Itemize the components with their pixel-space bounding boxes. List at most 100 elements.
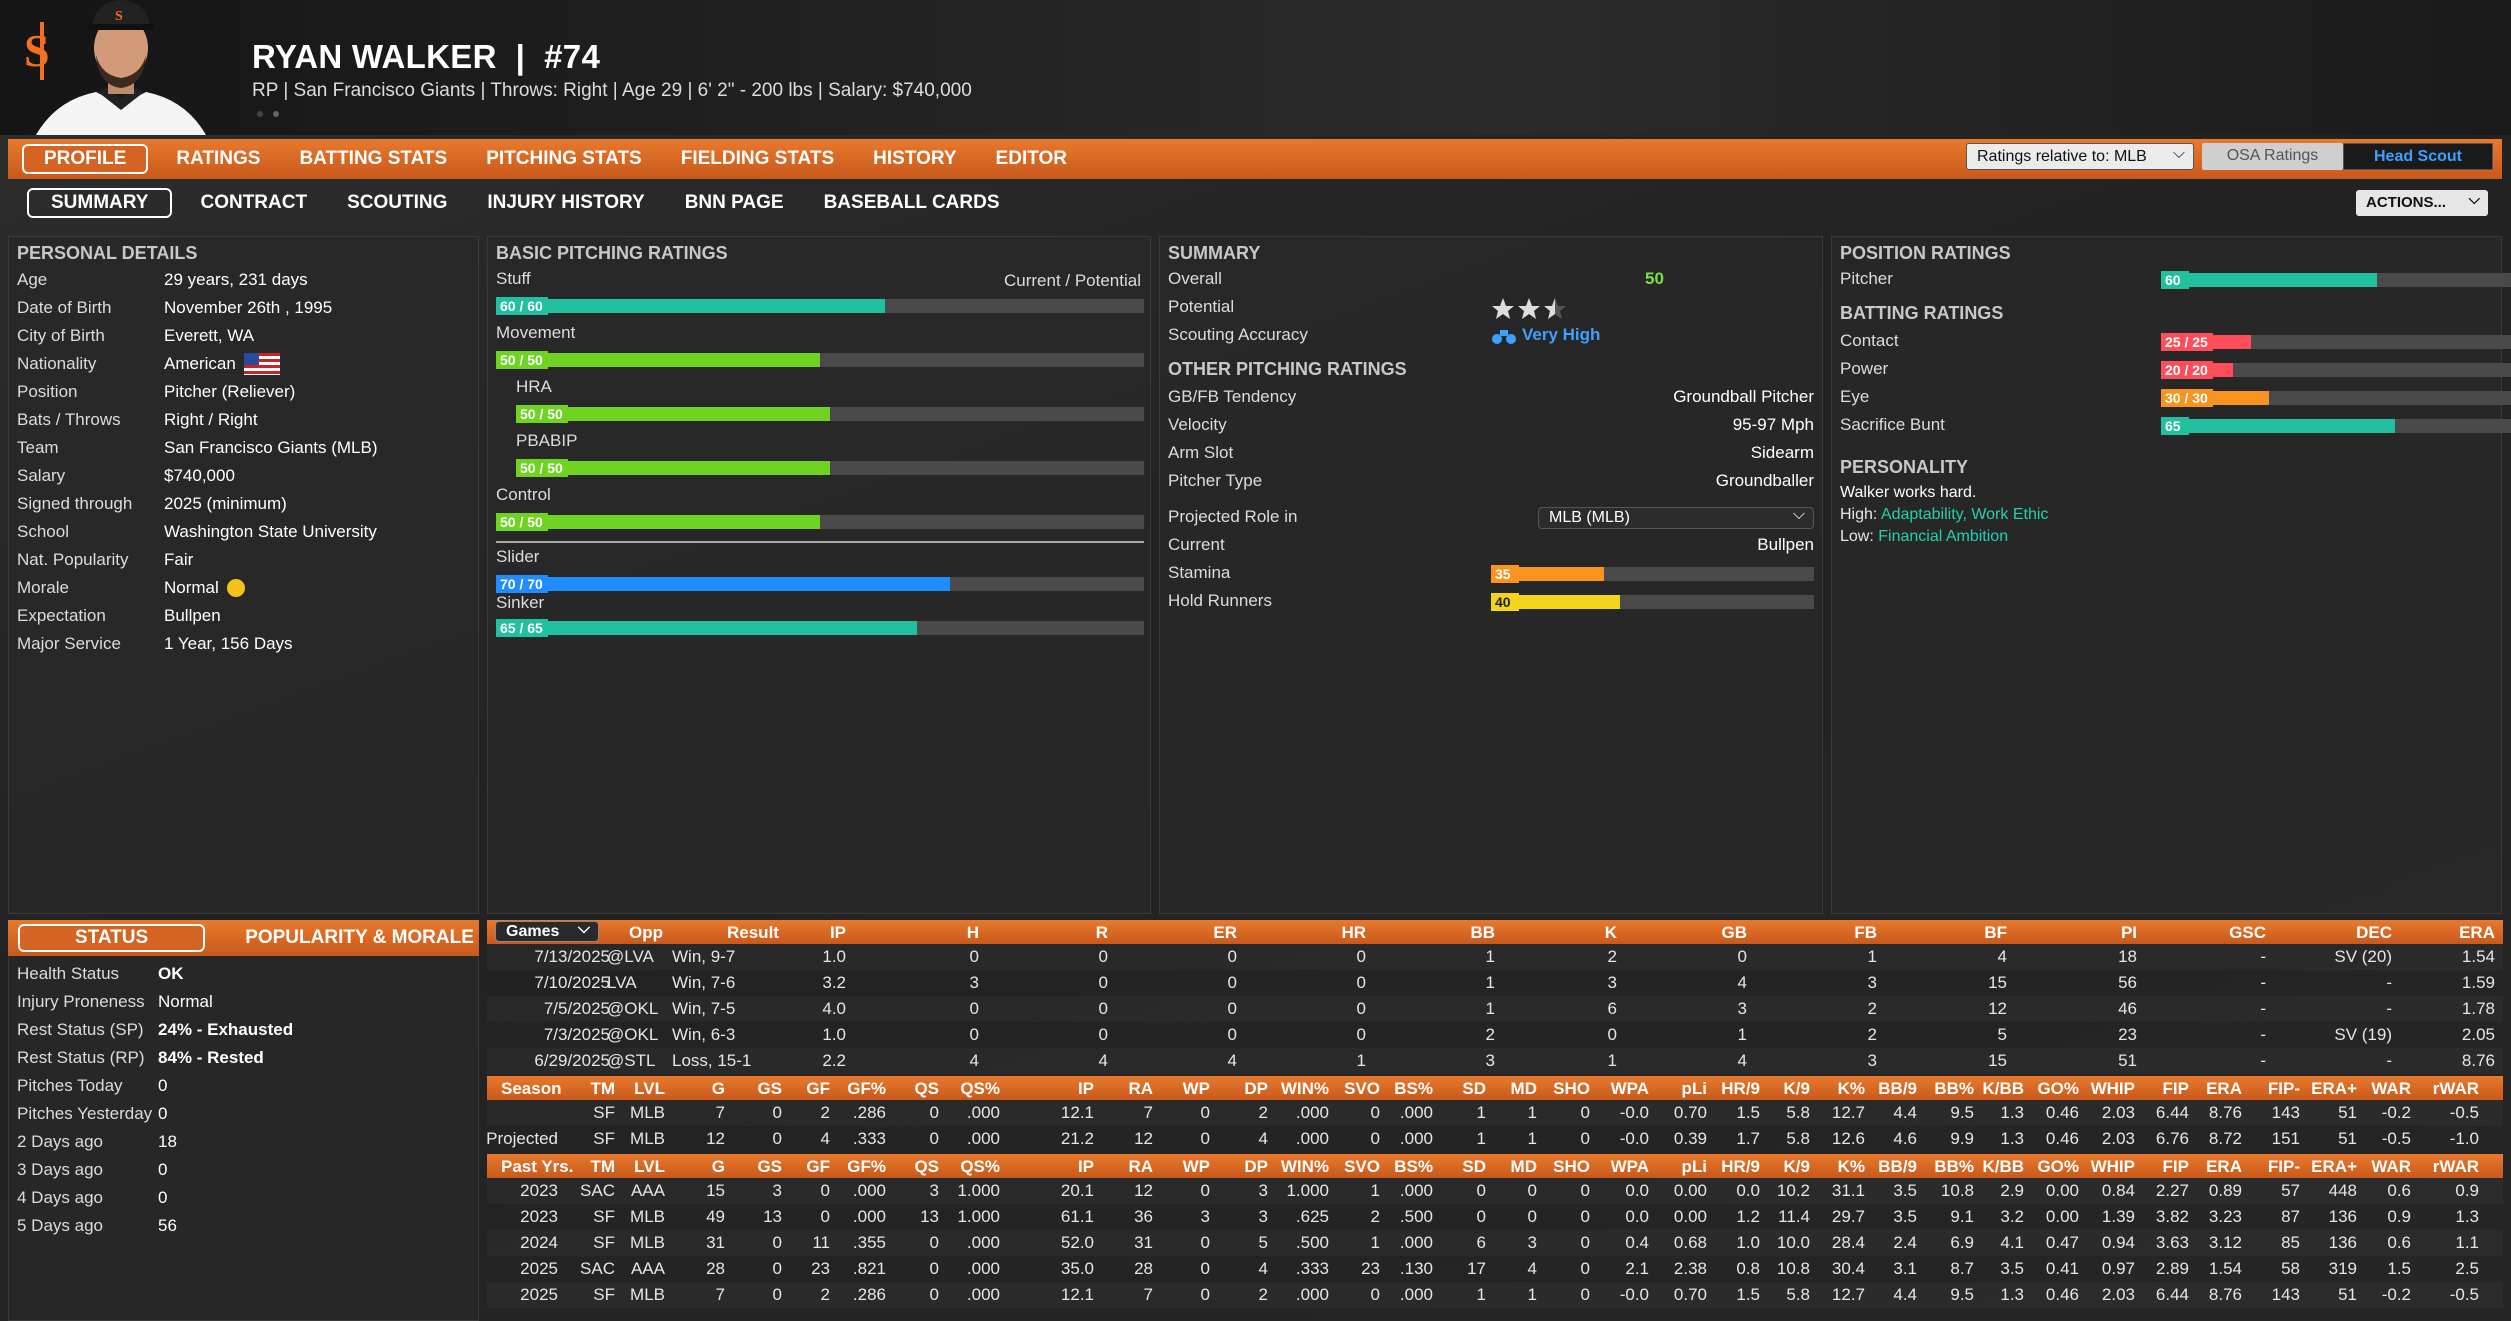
tab-status[interactable]: STATUS xyxy=(18,924,206,952)
past-col-header[interactable]: LVL xyxy=(634,1157,665,1176)
season-col-header[interactable]: WPA xyxy=(1610,1079,1649,1098)
season-col-header[interactable]: pLi xyxy=(1681,1079,1708,1098)
past-col-header[interactable]: WIN% xyxy=(1280,1157,1329,1176)
past-row[interactable]: 2023 SF MLB 49 13 0.000 13 1.000 61.1 36 3 3.625 2.5… xyxy=(487,1204,2503,1230)
games-col-header[interactable]: DEC xyxy=(2356,923,2392,942)
season-col-header[interactable]: GF xyxy=(806,1079,830,1098)
subtab-baseball-cards[interactable]: BASEBALL CARDS xyxy=(823,192,1000,213)
past-col-header[interactable]: K% xyxy=(1837,1157,1865,1176)
game-row[interactable]: 7/5/2025 @OKL Win, 7-5 4.0 0 0 0 0 1 6 3 2 12 46 - - 1.7… xyxy=(487,996,2503,1022)
games-col-header[interactable]: ERA xyxy=(2459,923,2495,942)
past-col-header[interactable]: RA xyxy=(1128,1157,1153,1176)
past-col-header[interactable]: GF% xyxy=(847,1157,886,1176)
season-col-header[interactable]: FIP xyxy=(2162,1079,2189,1098)
tab-editor[interactable]: EDITOR xyxy=(995,148,1067,169)
past-col-header[interactable]: GO% xyxy=(2037,1157,2079,1176)
head-scout-button[interactable]: Head Scout xyxy=(2343,143,2493,170)
season-col-header[interactable]: GS xyxy=(757,1079,782,1098)
season-col-header[interactable]: WP xyxy=(1182,1079,1210,1098)
games-col-header[interactable]: GSC xyxy=(2229,923,2266,942)
season-col-header[interactable]: RA xyxy=(1128,1079,1153,1098)
games-dropdown[interactable]: Games xyxy=(495,920,599,942)
tab-fielding-stats[interactable]: FIELDING STATS xyxy=(680,148,835,169)
games-col-header[interactable]: ER xyxy=(1213,923,1237,942)
osa-ratings-button[interactable]: OSA Ratings xyxy=(2202,143,2343,170)
past-col-header[interactable]: ERA+ xyxy=(2311,1157,2357,1176)
games-col-header[interactable]: BB xyxy=(1470,923,1495,942)
past-col-header[interactable]: pLi xyxy=(1681,1157,1708,1176)
season-col-header[interactable]: K% xyxy=(1837,1079,1865,1098)
past-col-header[interactable]: SD xyxy=(1462,1157,1486,1176)
past-col-header[interactable]: K/9 xyxy=(1783,1157,1810,1176)
game-row[interactable]: 7/13/2025 @LVA Win, 9-7 1.0 0 0 0 0 1 2 0 1 4 18 - SV (… xyxy=(487,944,2503,970)
season-col-header[interactable]: BS% xyxy=(1394,1079,1433,1098)
season-col-header[interactable]: WAR xyxy=(2371,1079,2411,1098)
season-col-header[interactable]: TM xyxy=(590,1079,615,1098)
past-col-header[interactable]: QS xyxy=(914,1157,939,1176)
game-row[interactable]: 7/10/2025 LVA Win, 7-6 3.2 3 0 0 0 1 3 4 3 15 56 - - 1.5… xyxy=(487,970,2503,996)
season-row[interactable]: Projected SF MLB 12 0 4 .333 0 .000 21.2 12 0 4 .000 0… xyxy=(486,1126,2503,1152)
tab-pitching-stats[interactable]: PITCHING STATS xyxy=(486,148,642,169)
subtab-scouting[interactable]: SCOUTING xyxy=(347,192,448,213)
past-col-header[interactable]: FIP xyxy=(2162,1157,2189,1176)
ratings-relative-select[interactable]: Ratings relative to: MLB xyxy=(1966,143,2194,170)
season-col-header[interactable]: SD xyxy=(1462,1079,1486,1098)
season-col-header[interactable]: IP xyxy=(1077,1079,1094,1098)
tab-popularity-morale[interactable]: POPULARITY & MORALE xyxy=(245,927,474,948)
past-col-header[interactable]: BB% xyxy=(1934,1157,1974,1176)
past-col-header[interactable]: G xyxy=(711,1157,725,1176)
season-col-header[interactable]: G xyxy=(711,1079,725,1098)
past-col-header[interactable]: BS% xyxy=(1394,1157,1433,1176)
season-col-header[interactable]: GF% xyxy=(847,1079,886,1098)
games-col-header[interactable]: K xyxy=(1604,923,1617,942)
past-col-header[interactable]: TM xyxy=(590,1157,615,1176)
games-col-header[interactable]: H xyxy=(966,923,979,942)
subtab-bnn-page[interactable]: BNN PAGE xyxy=(684,192,784,213)
games-col-header[interactable]: Result xyxy=(727,923,779,942)
past-col-header[interactable]: K/BB xyxy=(1982,1157,2024,1176)
past-row[interactable]: 2025 SF MLB 7 0 2 .286 0 .000 12.1 7 0 2 .000 0 .000 1 1 0… xyxy=(487,1282,2503,1308)
past-col-header[interactable]: BB/9 xyxy=(1878,1157,1917,1176)
games-col-header[interactable]: IP xyxy=(829,923,846,942)
past-col-header[interactable]: DP xyxy=(1244,1157,1268,1176)
game-row[interactable]: 6/29/2025 @STL Loss, 15-1 2.2 4 4 4 1 3 1 4 3 15 51 - -… xyxy=(487,1048,2503,1074)
tab-batting-stats[interactable]: BATTING STATS xyxy=(299,148,448,169)
past-col-header[interactable]: WAR xyxy=(2371,1157,2411,1176)
games-col-header[interactable]: HR xyxy=(1341,923,1366,942)
past-col-header[interactable]: FIP- xyxy=(2267,1157,2300,1176)
past-col-header[interactable]: rWAR xyxy=(2432,1157,2479,1176)
season-col-header[interactable]: QS% xyxy=(960,1079,1000,1098)
season-col-header[interactable]: K/9 xyxy=(1783,1079,1810,1098)
past-row[interactable]: 2025 SAC AAA 28 0 23 .821 0 .000 35.0 28 0 4 .333 23 .1… xyxy=(487,1256,2503,1282)
season-col-header[interactable]: SVO xyxy=(1344,1079,1380,1098)
past-col-header[interactable]: HR/9 xyxy=(1721,1157,1760,1176)
past-col-header[interactable]: SHO xyxy=(1553,1157,1590,1176)
subtab-summary[interactable]: SUMMARY xyxy=(27,188,173,218)
past-col-header[interactable]: WHIP xyxy=(2090,1157,2135,1176)
past-col-header[interactable]: Past Yrs. xyxy=(501,1157,574,1176)
tab-history[interactable]: HISTORY xyxy=(873,148,957,169)
season-col-header[interactable]: LVL xyxy=(634,1079,665,1098)
season-col-header[interactable]: K/BB xyxy=(1982,1079,2024,1098)
season-col-header[interactable]: ERA xyxy=(2206,1079,2242,1098)
season-col-header[interactable]: rWAR xyxy=(2432,1079,2479,1098)
season-col-header[interactable]: Season xyxy=(501,1079,562,1098)
tab-profile[interactable]: PROFILE xyxy=(22,144,149,174)
season-col-header[interactable]: ERA+ xyxy=(2311,1079,2357,1098)
season-col-header[interactable]: WIN% xyxy=(1280,1079,1329,1098)
game-row[interactable]: 7/3/2025 @OKL Win, 6-3 1.0 0 0 0 0 2 0 1 2 5 23 - SV (1… xyxy=(487,1022,2503,1048)
season-col-header[interactable]: QS xyxy=(914,1079,939,1098)
projected-role-select[interactable]: MLB (MLB) ⌵ xyxy=(1538,506,1814,529)
season-col-header[interactable]: WHIP xyxy=(2090,1079,2135,1098)
season-col-header[interactable]: MD xyxy=(1510,1079,1537,1098)
page-indicator[interactable] xyxy=(256,110,286,118)
past-col-header[interactable]: QS% xyxy=(960,1157,1000,1176)
season-col-header[interactable]: HR/9 xyxy=(1721,1079,1760,1098)
season-col-header[interactable]: DP xyxy=(1244,1079,1268,1098)
games-col-header[interactable]: R xyxy=(1095,923,1108,942)
games-col-header[interactable]: FB xyxy=(1854,923,1877,942)
actions-dropdown[interactable]: ACTIONS... xyxy=(2356,190,2488,216)
past-col-header[interactable]: ERA xyxy=(2206,1157,2242,1176)
games-col-header[interactable]: Opp xyxy=(629,923,663,942)
season-col-header[interactable]: SHO xyxy=(1553,1079,1590,1098)
